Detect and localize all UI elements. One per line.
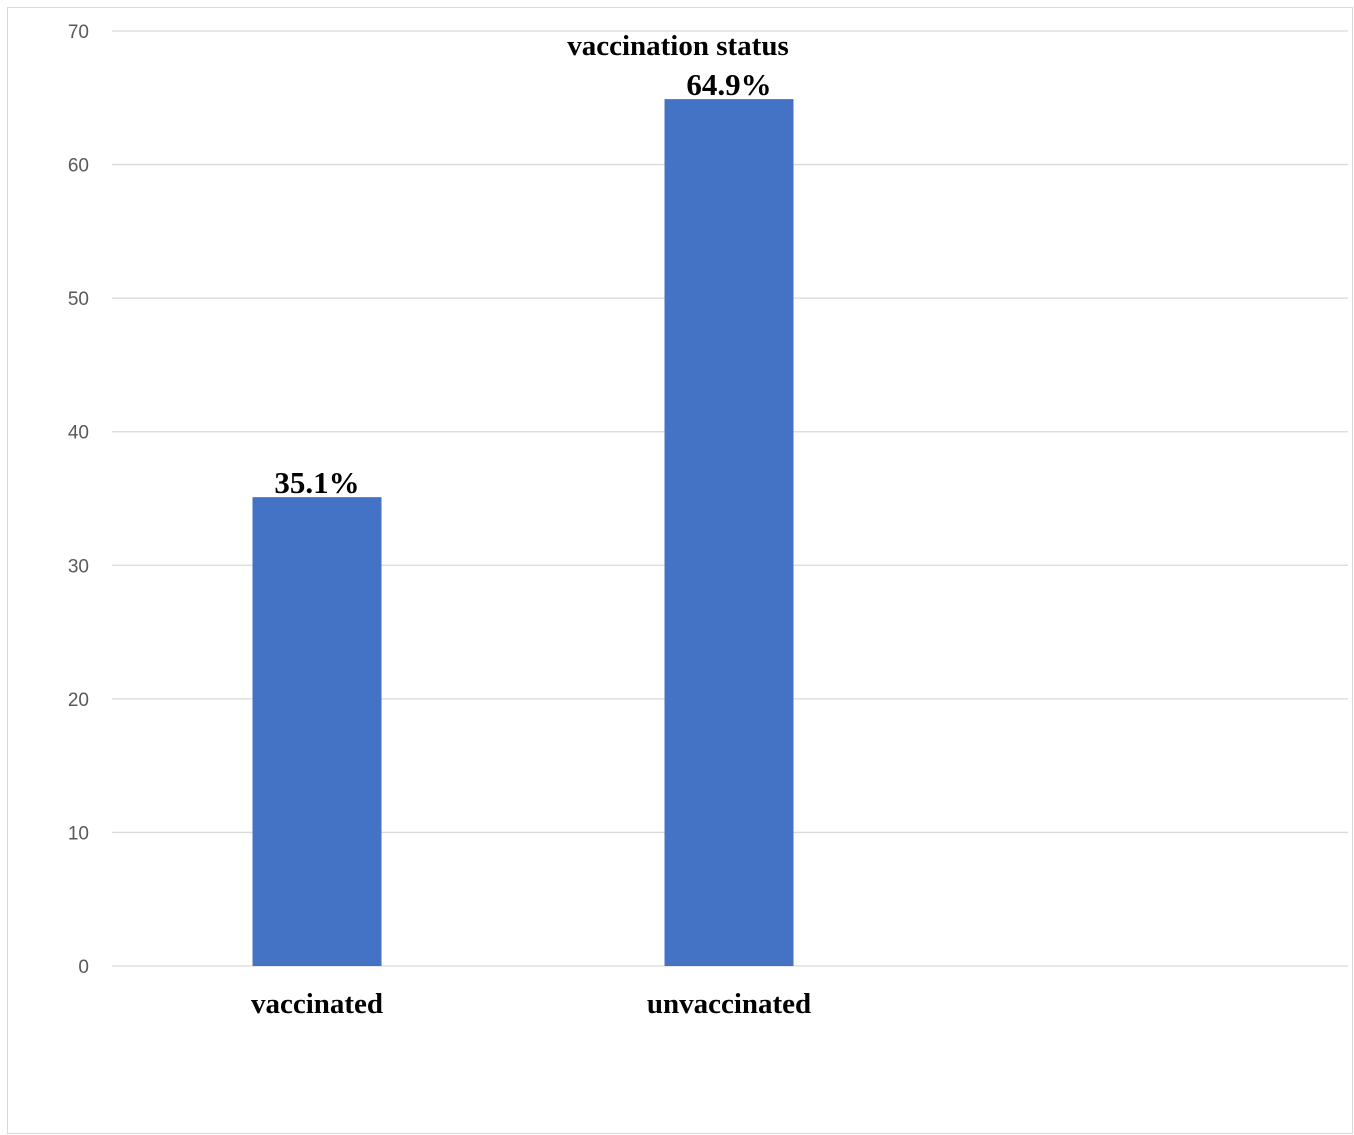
chart-title: vaccination status [567,30,789,62]
category-label-unvaccinated: unvaccinated [647,988,811,1020]
category-label-vaccinated: vaccinated [251,988,383,1020]
y-tick-label: 70 [68,22,89,43]
data-label-vaccinated: 35.1% [274,465,359,500]
bar-vaccinated [252,497,382,966]
bar-unvaccinated [664,99,794,966]
y-axis-ticks: 0 10 20 30 40 50 60 70 [68,22,89,978]
data-labels: 35.1% 64.9% [274,67,771,500]
y-tick-label: 30 [68,556,89,577]
y-tick-label: 60 [68,156,89,177]
y-tick-label: 20 [68,690,89,711]
data-label-unvaccinated: 64.9% [686,67,771,102]
bars [252,99,794,966]
y-tick-label: 0 [78,957,89,978]
y-tick-label: 10 [68,823,89,844]
y-tick-label: 40 [68,423,89,444]
y-tick-label: 50 [68,289,89,310]
category-labels: vaccinated unvaccinated [251,988,811,1020]
